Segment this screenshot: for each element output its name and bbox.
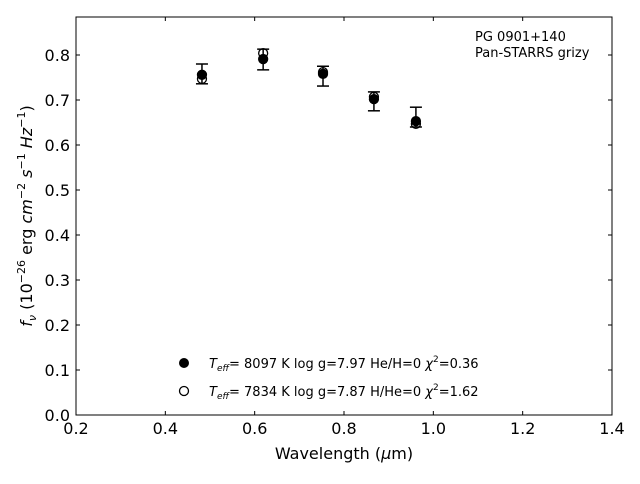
legend: Teff= 8097 K log g=7.97 He/H=0 χ2=0.36 T… [178,355,479,402]
y-tick-label: 0.4 [45,226,70,245]
y-tick-label: 0.7 [45,91,70,110]
data-point-filled [196,69,208,80]
x-tick-label: 0.8 [331,419,356,438]
x-tick-label: 1.2 [510,419,535,438]
legend-marker-filled [179,358,189,368]
x-axis: 0.2 0.4 0.6 0.8 1.0 1.2 1.4 [63,17,625,438]
data-marks [195,48,422,129]
y-axis-label: fν (10−26 erg cm−2 s−1 Hz−1) [15,105,39,326]
legend-marker-open [178,385,190,397]
data-point-filled [258,53,269,65]
legend-label-2: Teff= 7834 K log g=7.87 H/He=0 χ2=1.62 [209,383,479,402]
y-tick-label: 0.0 [45,406,70,425]
x-tick-label: 0.4 [153,419,178,438]
y-tick-label: 0.8 [45,46,70,65]
legend-label-1: Teff= 8097 K log g=7.97 He/H=0 χ2=0.36 [209,355,479,374]
y-axis: 0.0 0.1 0.2 0.3 0.4 0.5 0.6 0.7 0.8 [45,46,612,425]
y-tick-label: 0.5 [45,181,70,200]
y-tick-label: 0.3 [45,271,70,290]
annotation-survey: Pan-STARRS grizy [475,46,590,61]
y-tick-label: 0.1 [45,361,70,380]
x-axis-label: Wavelength (μm) [275,444,413,463]
data-point-filled [317,68,329,80]
x-tick-label: 0.2 [63,419,88,438]
y-tick-label: 0.2 [45,316,70,335]
annotation-object: PG 0901+140 [475,30,566,45]
x-tick-label: 1.4 [599,419,624,438]
plot-frame [75,16,613,416]
x-tick-label: 0.6 [242,419,267,438]
y-tick-label: 0.6 [45,136,70,155]
data-point-filled [410,116,422,127]
data-point-filled [368,93,380,105]
x-tick-label: 1.0 [421,419,446,438]
